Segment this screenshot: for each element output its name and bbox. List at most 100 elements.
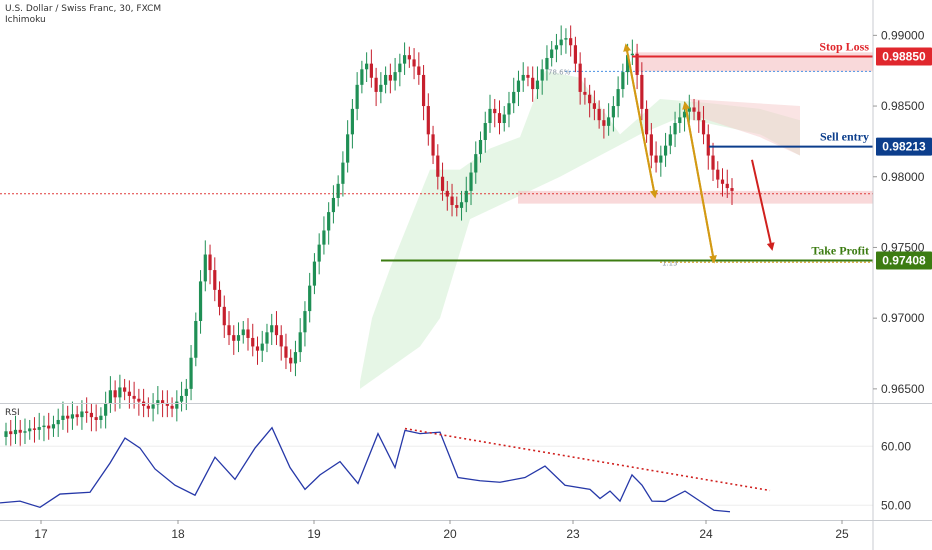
candle-body — [47, 425, 51, 429]
candle-body — [322, 230, 326, 245]
candle-body — [51, 424, 56, 429]
candle-body — [222, 306, 226, 326]
time-axis: 17 18 19 20 23 24 25 — [34, 520, 849, 541]
candle-body — [89, 412, 94, 418]
candle-body — [270, 325, 274, 333]
projection-arrows — [623, 43, 775, 264]
candle-body — [4, 431, 8, 437]
price-tick-label: 0.98000 — [881, 170, 925, 184]
sell-entry-price-tag — [876, 137, 932, 156]
candle-body — [478, 139, 483, 155]
candle-body — [616, 89, 620, 107]
candle-body — [108, 390, 112, 403]
time-tick-label: 19 — [307, 527, 321, 541]
candle-body — [626, 55, 630, 73]
candle-body — [426, 106, 430, 135]
candle-body — [350, 108, 354, 135]
take-profit-price-tag — [876, 251, 932, 270]
candle-body — [407, 55, 411, 60]
candle-body — [450, 196, 454, 206]
candle-body — [483, 123, 487, 140]
candle-body — [711, 155, 715, 170]
candle-body — [184, 388, 188, 396]
candle-body — [559, 39, 563, 46]
candle-body — [521, 74, 525, 81]
candle-body — [346, 134, 350, 163]
candle-body — [706, 134, 710, 156]
stop-loss-price-value: 0.98850 — [882, 50, 926, 64]
candle-body — [165, 403, 169, 406]
candle-body — [564, 38, 568, 40]
sell-target-arrow — [751, 159, 775, 251]
candle-body — [23, 431, 27, 433]
candle-body — [611, 106, 615, 118]
rsi-tick-label: 60.00 — [881, 439, 911, 453]
candle-body — [66, 415, 70, 419]
candle-body — [583, 91, 587, 95]
candle-body — [602, 120, 606, 126]
candle-body — [554, 45, 559, 50]
candle-body — [644, 108, 649, 135]
take-profit-price-value: 0.97408 — [882, 253, 926, 267]
candle-body — [312, 261, 317, 286]
candle-body — [56, 419, 60, 425]
candle-body — [398, 63, 402, 73]
candle-body — [331, 197, 336, 213]
candle-body — [208, 254, 212, 271]
candle-body — [104, 403, 108, 416]
stop-loss-price-tag — [876, 47, 932, 66]
candle-body — [32, 428, 37, 430]
candle-body — [640, 74, 644, 109]
candle-body — [327, 212, 331, 231]
candle-body — [37, 427, 41, 430]
candle-body — [251, 337, 255, 347]
candle-body — [298, 332, 302, 353]
candle-body — [540, 69, 544, 81]
candle-body — [474, 154, 478, 173]
candle-body — [236, 335, 241, 341]
fib-78-label: 78.6% — [548, 68, 571, 76]
candle-body — [716, 169, 720, 180]
candle-body — [203, 254, 207, 282]
candle-body — [687, 107, 691, 112]
candle-body — [649, 134, 653, 156]
candle-body — [94, 417, 98, 420]
fib-113-label: 1.13 — [662, 259, 678, 267]
sell-entry-label: Sell entry — [820, 130, 869, 144]
candle-body — [678, 117, 682, 124]
rsi-pane-label: RSI — [5, 408, 20, 418]
stop-loss-label: Stop Loss — [819, 40, 869, 54]
sell-entry-price-value: 0.98213 — [882, 140, 926, 154]
time-tick-label: 17 — [34, 527, 48, 541]
candle-body — [232, 335, 236, 341]
candle-body — [516, 80, 521, 92]
candle-body — [355, 84, 359, 109]
candle-body — [635, 53, 639, 75]
candle-body — [384, 74, 388, 85]
candle-body — [720, 179, 725, 184]
price-tick-label: 0.96500 — [881, 382, 925, 396]
rsi-tick-label: 50.00 — [881, 498, 911, 512]
candle-body — [118, 387, 122, 398]
candle-body — [692, 107, 696, 112]
candle-body — [621, 72, 625, 90]
candle-body — [469, 172, 473, 191]
candle-body — [459, 202, 464, 208]
candle-body — [194, 320, 198, 358]
candle-body — [160, 400, 165, 403]
candle-body — [730, 188, 734, 191]
time-tick-label: 18 — [171, 527, 185, 541]
candle-body — [592, 103, 596, 109]
candle-body — [502, 114, 506, 124]
candle-body — [421, 74, 426, 107]
candle-body — [156, 400, 160, 405]
candle-body — [127, 391, 131, 396]
cloud-area — [360, 70, 800, 389]
candle-body — [588, 94, 592, 104]
candle-body — [28, 428, 32, 432]
candle-body — [303, 311, 307, 333]
candle-body — [198, 281, 203, 321]
rsi-line — [0, 426, 731, 513]
